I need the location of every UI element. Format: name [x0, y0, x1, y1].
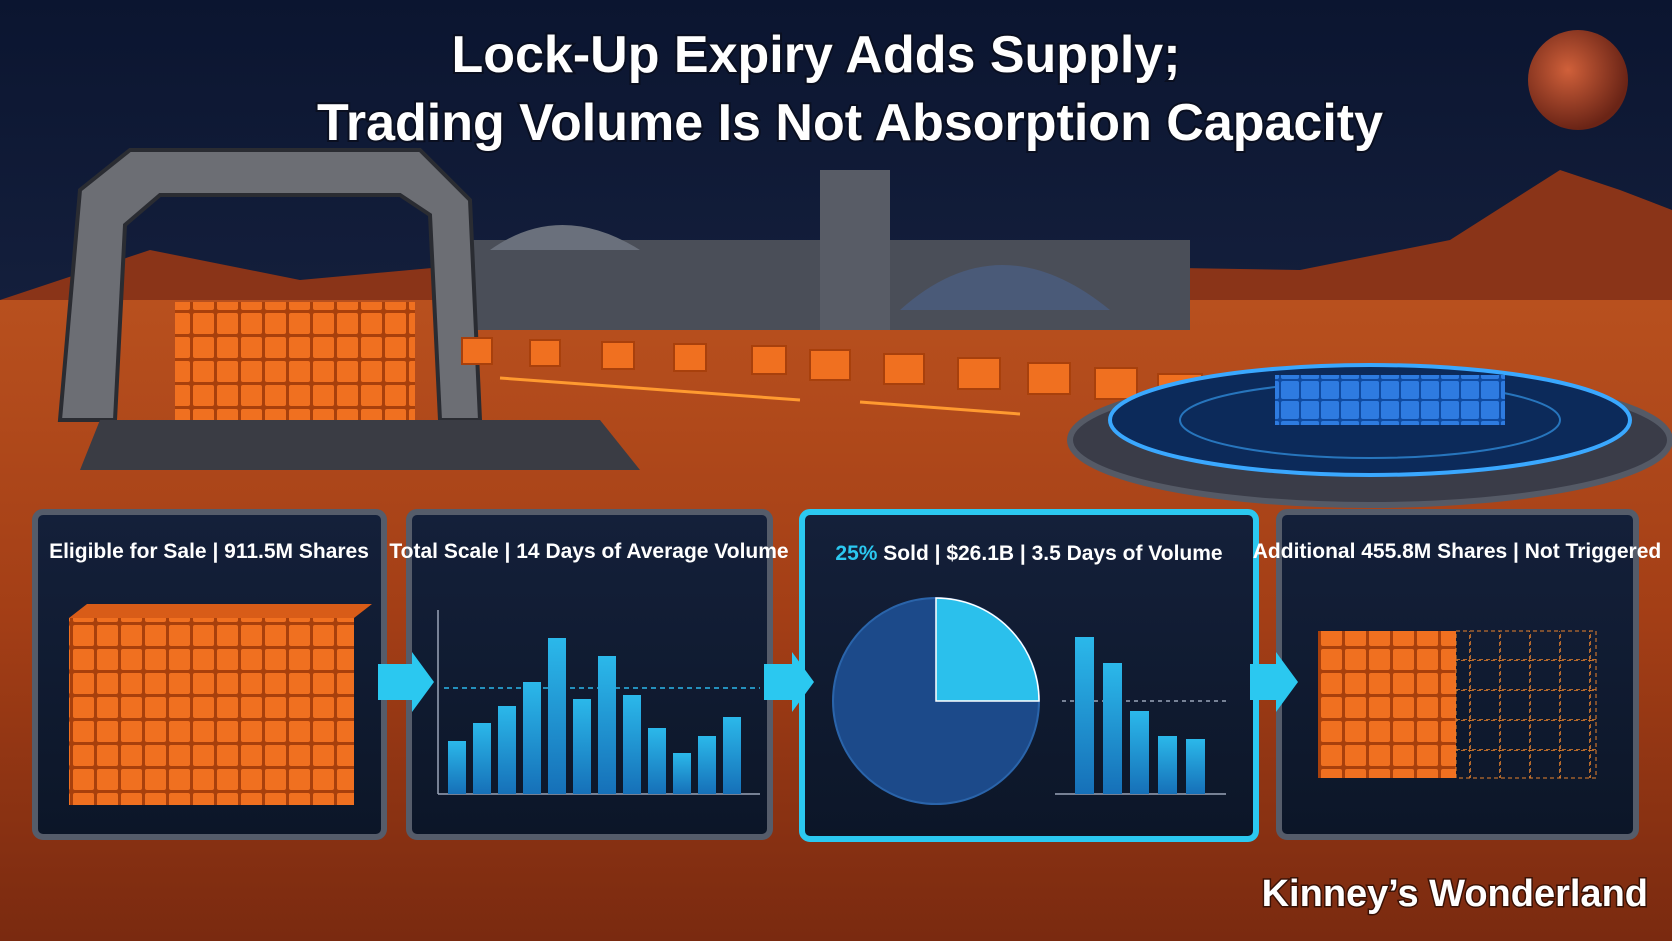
panel-label: Additional 455.8M Shares | Not Triggered	[1253, 540, 1661, 563]
planet	[1528, 30, 1628, 130]
panel: 25% Sold | $26.1B | 3.5 Days of Volume	[799, 509, 1259, 842]
panel: Total Scale | 14 Days of Average Volume	[389, 509, 789, 840]
untriggered-block	[1455, 630, 1597, 779]
panel-label: Eligible for Sale | 911.5M Shares	[49, 540, 369, 563]
flow-cubes	[461, 337, 1203, 416]
panel: Eligible for Sale | 911.5M Shares	[32, 509, 387, 840]
arrows	[378, 652, 1298, 712]
panel-label: Total Scale | 14 Days of Average Volume	[389, 540, 788, 563]
title: Trading Volume Is Not Absorption Capacit…	[317, 94, 1383, 152]
cube-top	[69, 604, 372, 618]
highlight: 25%	[835, 542, 877, 565]
volume-bars	[448, 638, 741, 794]
panel: Additional 455.8M Shares | Not Triggered	[1253, 509, 1661, 840]
volume-bars	[1075, 637, 1205, 794]
cube-block	[69, 618, 354, 805]
pie-slice	[935, 597, 1040, 702]
cube-block	[1318, 631, 1456, 778]
label-text: Sold | $26.1B | 3.5 Days of Volume	[883, 542, 1222, 565]
panel-label: 25% Sold | $26.1B | 3.5 Days of Volume	[835, 542, 1222, 565]
base-buildings	[470, 170, 1190, 330]
title: Lock-Up Expiry Adds Supply;	[451, 26, 1180, 84]
gate	[57, 148, 640, 470]
watermark: Kinney’s Wonderland	[1262, 873, 1648, 915]
platform	[1067, 363, 1672, 508]
